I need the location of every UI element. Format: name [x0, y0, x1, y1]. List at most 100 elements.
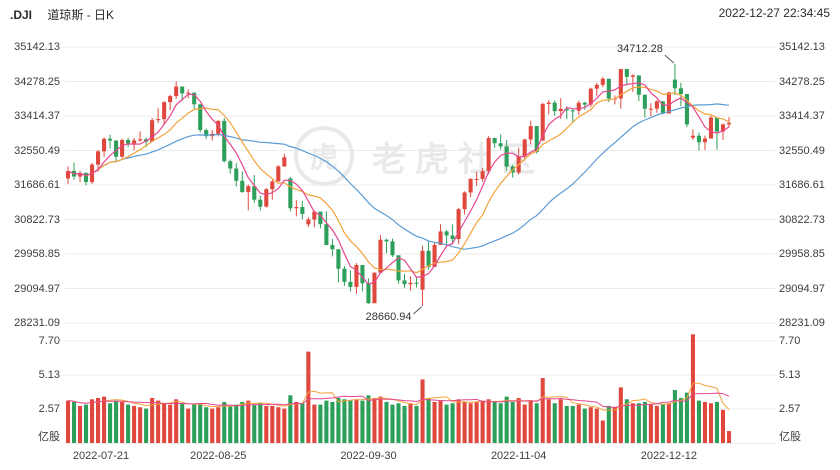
volume-bar	[77, 405, 83, 443]
candle-body	[336, 249, 341, 269]
volume-bar	[612, 407, 617, 443]
candle-body	[192, 92, 197, 105]
candle-body	[528, 126, 533, 140]
volume-bar	[606, 405, 611, 443]
volume-bar	[336, 397, 341, 443]
volume-bar	[462, 401, 467, 443]
candle-body	[402, 280, 407, 285]
volume-bar	[624, 399, 629, 443]
volume-bar	[318, 404, 323, 443]
volume-bar	[480, 400, 485, 443]
volume-bar	[198, 404, 203, 443]
candle-body	[150, 120, 155, 142]
candle-body	[132, 140, 137, 144]
candle-body	[324, 224, 329, 246]
volume-bar	[528, 400, 533, 443]
candle-body	[462, 192, 467, 210]
volume-bar	[720, 409, 726, 443]
candle-body	[396, 255, 401, 281]
volume-bar	[306, 351, 311, 443]
volume-bar	[630, 403, 635, 443]
volume-bar	[648, 404, 653, 443]
volume-bar	[282, 408, 287, 443]
volume-bar	[330, 401, 335, 443]
candle-body	[138, 139, 143, 141]
symbol-code: .DJI	[10, 8, 33, 22]
candle-body	[450, 235, 455, 240]
volume-bar	[660, 404, 665, 443]
volume-bar	[708, 403, 714, 443]
volume-bar	[390, 404, 395, 443]
candle-body	[240, 180, 245, 193]
candle-body	[96, 151, 101, 165]
candle-body	[558, 108, 563, 112]
volume-ma10-line	[67, 392, 730, 408]
volume-bar	[168, 404, 173, 443]
volume-bar	[696, 400, 701, 443]
volume-bar	[276, 407, 281, 443]
candle-body	[306, 219, 311, 225]
candle-body	[552, 102, 557, 112]
volume-bar	[726, 431, 732, 443]
candle-body	[174, 86, 179, 97]
volume-bar	[144, 408, 149, 443]
candle-body	[672, 79, 677, 89]
volume-bar	[402, 405, 407, 443]
volume-bar	[192, 404, 197, 443]
candle-body	[300, 207, 305, 214]
candle-body	[282, 157, 287, 167]
candle-body	[65, 171, 71, 179]
candle-body	[318, 211, 323, 225]
volume-bar	[570, 405, 575, 443]
volume-bar	[426, 397, 431, 443]
volume-bar	[642, 401, 647, 443]
candle-body	[228, 161, 233, 169]
volume-bar	[234, 404, 239, 443]
candle-body	[720, 124, 726, 132]
candle-body	[576, 102, 581, 111]
volume-bar	[432, 401, 437, 443]
candle-body	[252, 186, 257, 200]
volume-bar	[108, 403, 113, 443]
candle-body	[372, 272, 377, 304]
volume-bar	[156, 400, 161, 443]
volume-bar	[498, 403, 503, 443]
ma5-line	[67, 82, 730, 285]
candle-body	[714, 117, 720, 132]
candle-body	[432, 244, 437, 267]
candle-body	[180, 86, 185, 94]
volume-bar	[204, 407, 209, 443]
volume-bar	[120, 401, 125, 443]
volume-bar	[102, 396, 107, 443]
candle-body	[642, 94, 647, 109]
candle-body	[258, 199, 263, 207]
candle-body	[348, 281, 353, 287]
volume-bar	[588, 407, 593, 443]
candle-body	[294, 207, 299, 209]
candle-body	[168, 96, 173, 103]
volume-bar	[186, 408, 191, 443]
volume-bar	[324, 400, 329, 443]
volume-bar	[678, 397, 683, 443]
candle-body	[630, 75, 635, 77]
volume-bar	[162, 403, 167, 443]
volume-bar	[378, 396, 383, 443]
candle-body	[204, 129, 209, 137]
volume-bar	[474, 401, 479, 443]
candle-body	[606, 78, 611, 99]
volume-bar	[312, 404, 317, 443]
candle-body	[540, 103, 545, 141]
candle-body	[198, 104, 203, 131]
candle-body	[726, 122, 732, 125]
candle-body	[600, 78, 605, 85]
volume-bar	[384, 401, 389, 443]
volume-bar	[348, 400, 353, 443]
volume-bar	[342, 399, 347, 443]
candle-body	[582, 102, 587, 105]
volume-bar	[414, 405, 419, 443]
candle-body	[354, 264, 359, 287]
candle-body	[342, 268, 347, 282]
symbol-name-and-period: 道琼斯 - 日K	[47, 8, 115, 22]
